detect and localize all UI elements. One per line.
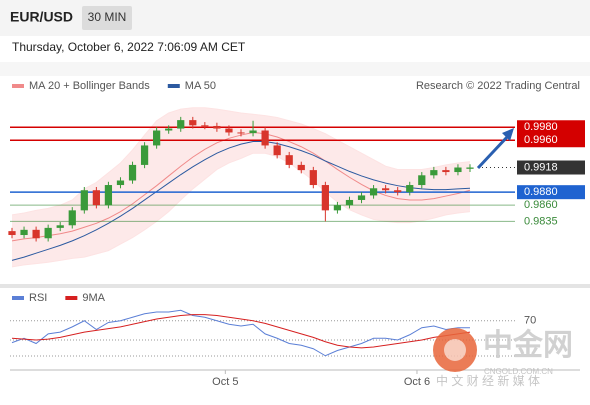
timestamp: Thursday, October 6, 2022 7:06:09 AM CET [12,40,246,54]
spacer [0,62,590,76]
candle-body [177,120,185,129]
candle-body [32,229,40,239]
candle-body [273,145,281,156]
legend-label: MA 20 + Bollinger Bands [29,80,150,92]
ma-line [11,141,471,261]
candle-body [153,130,161,146]
legend-swatch [65,296,78,300]
candle-body [225,128,233,133]
watermark: 中金网 CNGOLD.COM.CN 中 文 财 经 新 媒 体 [433,328,573,388]
level-label: 0.9960 [524,134,558,146]
candle-body [406,185,414,193]
indicator-line [11,314,471,349]
level-label: 0.9835 [524,215,558,227]
candle-body [165,128,173,131]
watermark-slogan: 中 文 财 经 新 媒 体 [436,373,540,388]
candle-body [213,125,221,129]
candle-body [333,205,342,211]
legend-label: 9MA [82,292,105,304]
level-label-box [517,120,585,135]
candle-body [189,120,197,126]
bollinger-band [12,107,470,267]
candle-body [80,190,88,211]
candle-body [8,231,16,236]
legend-swatch [167,84,180,88]
interval-box [82,6,132,30]
candle-body [128,164,137,181]
candle-body [201,125,209,127]
y-tick-label: 70 [524,315,536,327]
candle-body [56,225,64,228]
candle-body [418,175,426,186]
legend-label: MA 50 [185,80,216,92]
candle-body [394,190,402,193]
candle-body [454,167,462,173]
x-tick-label: Oct 6 [404,376,430,388]
bollinger-line [11,152,471,268]
candle-body [140,145,149,165]
candle-body [382,188,390,191]
candle-body [466,167,474,169]
candle-body [357,195,366,200]
level-label: 0.9980 [524,121,558,133]
candle-body [345,199,354,206]
candle-body [430,170,438,176]
level-label-box [517,185,585,200]
watermark-site: CNGOLD.COM.CN [484,367,553,376]
symbol: EUR/USD [10,9,73,25]
candle-body [68,210,76,226]
candle-body [237,132,245,134]
candle-body [321,185,329,211]
candle-body [285,155,293,165]
x-tick-label: Oct 5 [212,376,238,388]
candle-body [309,170,317,186]
candle-body [104,185,113,206]
legend-swatch [12,84,24,88]
candle-body [442,170,450,173]
candle-body [20,229,28,236]
attribution: Research © 2022 Trading Central [416,80,580,92]
level-label: 0.9918 [524,161,558,173]
level-label: 0.9880 [524,186,558,198]
legend-swatch [12,296,24,300]
candle-body [249,130,257,134]
level-label-box [517,133,585,148]
legend-label: RSI [29,292,47,304]
candle-body [92,190,100,206]
candle-body [369,188,378,196]
candle-body [116,180,125,186]
watermark-logo: 中金网 [483,328,573,362]
forecast-arrow [476,134,510,170]
indicator-line [11,309,470,357]
candle-body [297,164,305,171]
level-label-box [517,160,585,175]
watermark-icon [444,339,466,361]
bollinger-line [11,107,471,216]
level-label: 0.9860 [524,199,558,211]
candle-body [44,227,52,239]
candle-body [261,130,269,146]
arrow-head [502,128,514,141]
interval: 30 MIN [88,10,127,24]
